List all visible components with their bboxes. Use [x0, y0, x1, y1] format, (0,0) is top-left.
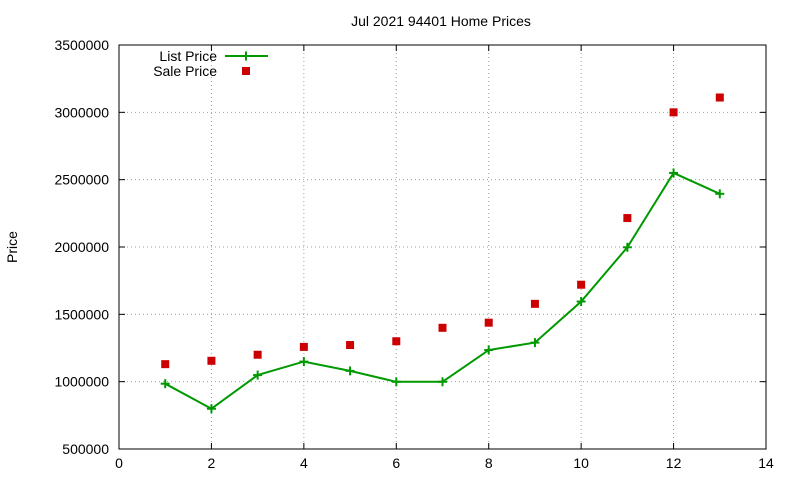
list-price-point [206, 404, 216, 414]
sale-price-point [715, 93, 724, 102]
x-tick-label: 12 [666, 455, 682, 471]
list-price-point [715, 189, 725, 199]
sale-price-point [161, 360, 170, 369]
sale-price-point [438, 323, 447, 332]
list-price-point [345, 366, 355, 376]
x-tick-label: 2 [208, 455, 216, 471]
sale-price-point [623, 214, 632, 223]
list-price-point [253, 370, 263, 380]
list-price-point [669, 168, 679, 178]
grid-layer [119, 45, 766, 449]
plot-frame [118, 44, 767, 450]
list-price-point [160, 379, 170, 389]
legend-label-sale-price: Sale Price [153, 63, 217, 79]
x-tick-label: 14 [758, 455, 774, 471]
x-tick-label: 4 [300, 455, 308, 471]
sale-price-point [669, 108, 678, 117]
y-tick-label: 2000000 [54, 239, 109, 255]
y-tick-label: 1500000 [54, 306, 109, 322]
sale-price-point [346, 341, 355, 350]
legend-swatch-sale-price [242, 67, 250, 75]
sale-price-point [392, 337, 401, 346]
y-tick-label: 3000000 [54, 104, 109, 120]
list-price-point [530, 338, 540, 348]
list-price-point [622, 242, 632, 252]
list-price-point [576, 297, 586, 307]
series-layer [160, 93, 725, 414]
y-axis-label: Price [4, 231, 20, 263]
y-tick-label: 2500000 [54, 172, 109, 188]
x-tick-label: 6 [392, 455, 400, 471]
y-tick-label: 500000 [62, 441, 109, 457]
tick-layer: 0 2 4 6 8 10 12 14 500000 1000000 1500000 2000000 25… [54, 37, 774, 471]
list-price-point [438, 377, 447, 387]
x-tick-label: 10 [573, 455, 589, 471]
sale-price-point [530, 299, 539, 308]
sale-price-point [207, 356, 216, 365]
list-price-point [484, 345, 494, 355]
y-tick-label: 3500000 [54, 37, 109, 53]
x-tick-label: 8 [485, 455, 493, 471]
list-price-point [299, 357, 309, 367]
sale-price-point [577, 280, 586, 289]
sale-price-point [299, 342, 308, 351]
legend-label-list-price: List Price [159, 48, 217, 64]
chart-title: Jul 2021 94401 Home Prices [351, 13, 531, 29]
y-tick-label: 1000000 [54, 374, 109, 390]
sale-price-point [253, 350, 262, 359]
list-price-line [164, 171, 721, 410]
list-price-point [391, 377, 401, 387]
x-tick-label: 0 [115, 455, 123, 471]
sale-price-point [484, 318, 493, 327]
